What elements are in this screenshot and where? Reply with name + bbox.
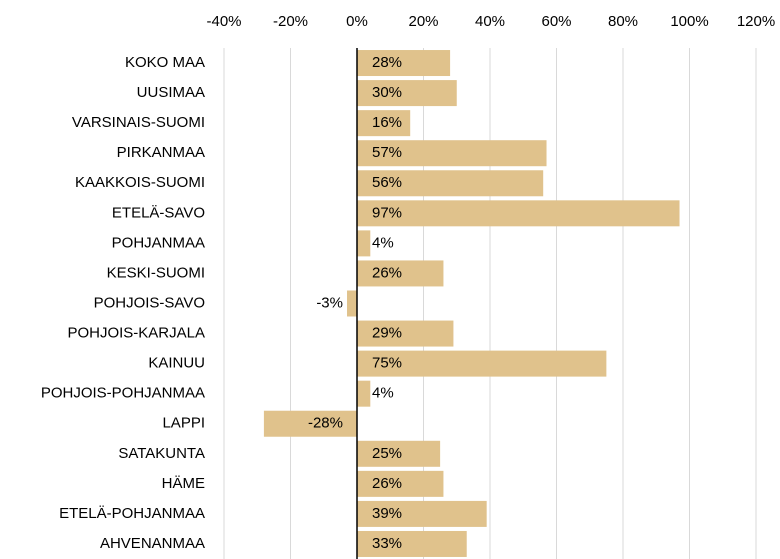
y-tick-label: VARSINAIS-SUOMI [72,114,205,131]
y-tick-label: KESKI-SUOMI [107,264,205,281]
y-tick-label: POHJANMAA [112,234,205,251]
data-label: 26% [372,475,402,492]
x-tick-label: 40% [475,13,505,30]
y-tick-label: PIRKANMAA [117,144,205,161]
x-tick-label: 20% [408,13,438,30]
y-tick-label: SATAKUNTA [118,445,205,462]
bar [357,200,680,227]
x-tick-label: -20% [273,13,308,30]
bar [357,530,467,557]
data-label: 75% [372,355,402,372]
x-tick-label: 0% [346,13,368,30]
bar [357,260,444,287]
bar [357,50,451,77]
bar [357,470,444,497]
x-tick-label: 80% [608,13,638,30]
bar [357,140,547,167]
y-tick-label: ETELÄ-POHJANMAA [59,505,205,522]
y-tick-label: KOKO MAA [125,54,205,71]
bar [357,110,411,137]
bar [263,410,357,437]
data-label: 30% [372,84,402,101]
data-label: 25% [372,445,402,462]
data-label: 4% [372,385,394,402]
y-tick-label: HÄME [162,475,205,492]
y-tick-label: KAAKKOIS-SUOMI [75,174,205,191]
y-tick-label: POHJOIS-KARJALA [67,325,205,342]
x-tick-label: 60% [541,13,571,30]
data-label: 16% [372,114,402,131]
bar [357,80,457,107]
bar [347,290,357,317]
y-tick-label: LAPPI [162,415,205,432]
data-label: 26% [372,264,402,281]
y-tick-label: POHJOIS-SAVO [94,294,205,311]
y-tick-label: KAINUU [148,355,205,372]
data-label: 39% [372,505,402,522]
x-tick-label: 100% [670,13,708,30]
y-tick-label: ETELÄ-SAVO [112,204,205,221]
data-label: 57% [372,144,402,161]
y-tick-label: AHVENANMAA [100,535,205,552]
data-label: -3% [316,294,343,311]
data-label: 28% [372,54,402,71]
bar [357,170,544,197]
bar [357,350,607,377]
bar [357,230,371,257]
x-tick-label: -40% [206,13,241,30]
y-tick-label: UUSIMAA [137,84,205,101]
y-tick-label: POHJOIS-POHJANMAA [41,385,205,402]
data-label: 56% [372,174,402,191]
x-tick-label: 120% [737,13,775,30]
bar [357,320,454,347]
data-label: 97% [372,204,402,221]
bar [357,500,487,527]
data-label: 29% [372,325,402,342]
bar [357,380,371,407]
data-label: -28% [308,415,343,432]
bar [357,440,441,467]
data-label: 33% [372,535,402,552]
data-label: 4% [372,234,394,251]
